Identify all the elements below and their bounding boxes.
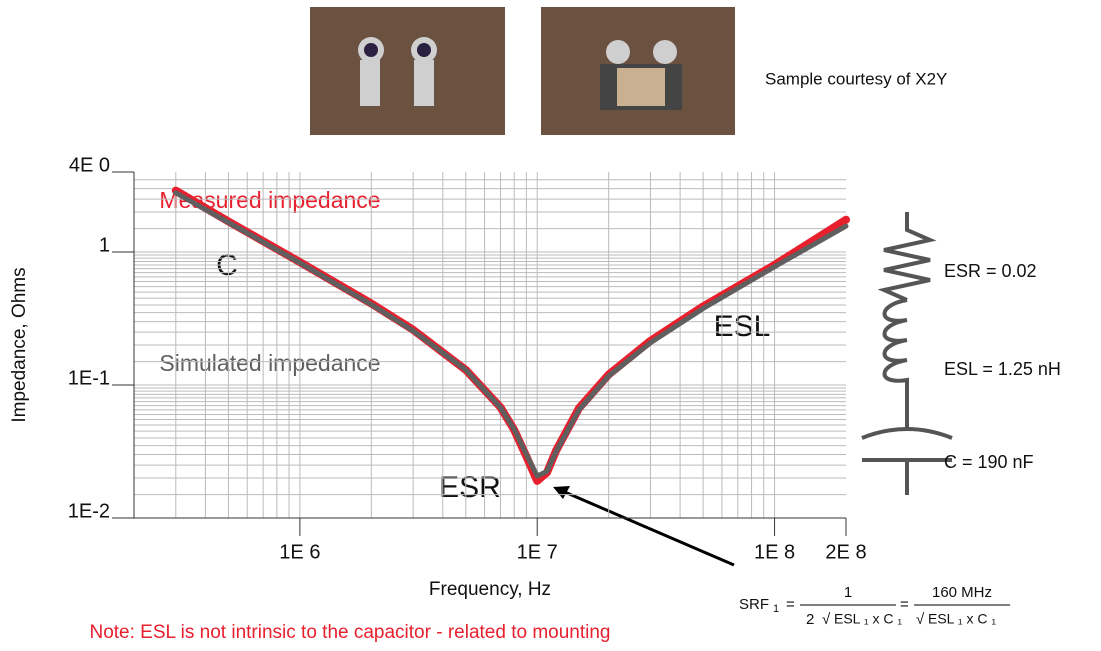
pad-hole <box>417 43 431 57</box>
formula: SRF 1 = 1 2 √ ESL ₁ x C ₁ = 160 MHz √ ES… <box>739 584 1010 628</box>
formula-text: √ <box>822 611 831 628</box>
y-axis-label: Impedance, Ohms <box>9 267 30 422</box>
annotation: ESR <box>439 471 501 504</box>
capacitor-body <box>617 68 665 106</box>
formula-text: SRF <box>739 596 769 613</box>
formula-text: 160 MHz <box>932 584 992 601</box>
y-tick-label: 1 <box>99 234 110 256</box>
pad-hole <box>364 43 378 57</box>
circuit-symbol <box>861 212 953 495</box>
x-tick-label: 1E 8 <box>754 541 795 563</box>
circuit-label: ESR = 0.02 <box>944 261 1037 281</box>
y-tick-label: 1E-1 <box>68 367 110 389</box>
x-tick-label: 2E 8 <box>825 541 866 563</box>
note: Note: ESL is not intrinsic to the capaci… <box>89 622 610 643</box>
formula-text: √ <box>916 611 925 628</box>
pad <box>414 60 434 106</box>
y-tick-label: 1E-2 <box>68 500 110 522</box>
photo-empty-pads <box>310 7 505 135</box>
formula-text: 1 <box>844 584 852 601</box>
pad <box>360 60 380 106</box>
capacitor-plate <box>861 427 953 440</box>
sample-credit: Sample courtesy of X2Y <box>765 69 947 88</box>
formula-text: ESL ₁ x C ₁ <box>834 611 902 627</box>
y-tick-label: 4E 0 <box>69 154 110 176</box>
legend-label: Simulated impedance <box>159 350 380 376</box>
formula-text: = <box>786 596 795 613</box>
circuit-label: ESL = 1.25 nH <box>944 359 1061 379</box>
annotation: ESL <box>714 310 771 343</box>
formula-text: = <box>900 596 909 613</box>
formula-text: ESL ₁ x C ₁ <box>928 611 996 627</box>
formula-text: 1 <box>773 603 779 615</box>
inductor-symbol <box>882 298 909 430</box>
x-tick-label: 1E 7 <box>517 541 558 563</box>
arrow-head <box>553 486 570 499</box>
circuit-label: C = 190 nF <box>944 452 1034 472</box>
x-tick-label: 1E 6 <box>279 541 320 563</box>
formula-text: 2 <box>806 611 814 628</box>
resistor-symbol <box>877 212 937 302</box>
x-axis-label: Frequency, Hz <box>429 579 551 600</box>
series-line <box>173 190 849 479</box>
pad <box>606 40 630 64</box>
arrow <box>559 488 735 567</box>
pad <box>653 40 677 64</box>
